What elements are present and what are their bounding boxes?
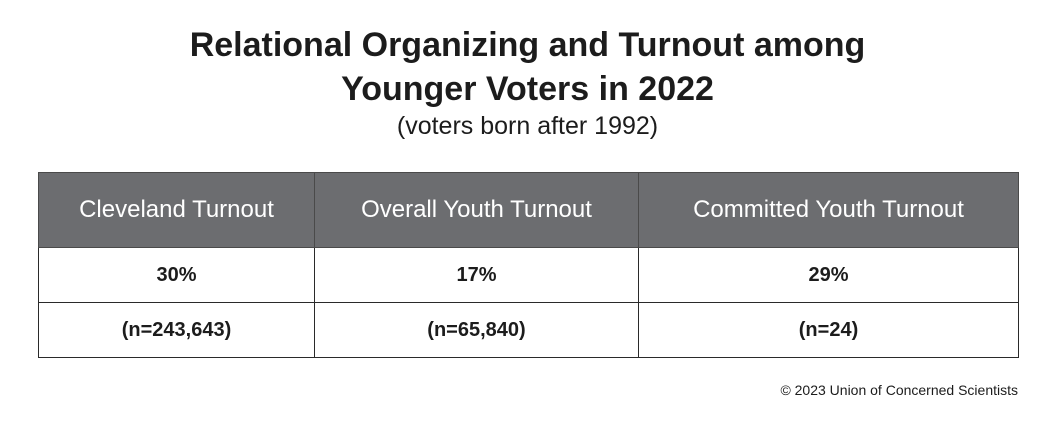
cell-cleveland-turnout-percent: 30%: [38, 247, 315, 303]
column-header-cleveland-turnout: Cleveland Turnout: [38, 172, 315, 248]
column-header-committed-youth-turnout: Committed Youth Turnout: [638, 172, 1019, 248]
cell-overall-youth-turnout-percent: 17%: [314, 247, 639, 303]
cell-committed-youth-sample-size: (n=24): [638, 302, 1019, 358]
cell-overall-youth-sample-size: (n=65,840): [314, 302, 639, 358]
cell-cleveland-sample-size: (n=243,643): [38, 302, 315, 358]
chart-subtitle: (voters born after 1992): [396, 112, 659, 140]
cell-committed-youth-turnout-percent: 29%: [638, 247, 1019, 303]
column-header-overall-youth-turnout: Overall Youth Turnout: [314, 172, 639, 248]
table-row-turnout-percent: 30% 17% 29%: [38, 247, 1019, 303]
chart-title-line-1: Relational Organizing and Turnout among: [189, 26, 866, 64]
table-row-sample-size: (n=243,643) (n=65,840) (n=24): [38, 302, 1019, 358]
turnout-table: Cleveland Turnout Overall Youth Turnout …: [38, 172, 1019, 358]
copyright-notice: © 2023 Union of Concerned Scientists: [780, 382, 1018, 398]
chart-title-line-2: Younger Voters in 2022: [341, 70, 714, 108]
table-header-row: Cleveland Turnout Overall Youth Turnout …: [38, 172, 1019, 248]
